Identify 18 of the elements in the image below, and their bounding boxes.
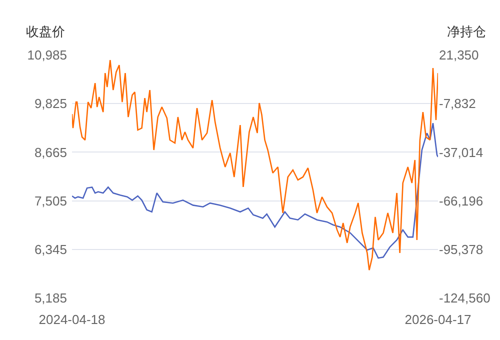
y-tick-label: 7,505 xyxy=(34,193,67,208)
y-tick-label: 8,665 xyxy=(34,144,67,160)
y2-axis-title: 净持仓 xyxy=(447,24,486,39)
y2-tick-label: 21,350 xyxy=(439,48,479,63)
y-tick-label: 5,185 xyxy=(34,290,67,306)
y-axis-title: 收盘价 xyxy=(26,24,65,39)
y-tick-label: 6,345 xyxy=(34,242,67,257)
x-tick-label: 2024-04-18 xyxy=(38,312,106,327)
line-series xyxy=(72,59,438,271)
y2-tick-label: -37,014 xyxy=(439,144,484,160)
y2-tick-label: -7,832 xyxy=(439,96,476,112)
y2-tick-label: -95,378 xyxy=(439,242,484,257)
y2-tick-label: -66,196 xyxy=(439,193,484,208)
line-series xyxy=(72,122,438,259)
x-tick-label: 2026-04-17 xyxy=(404,312,472,327)
y2-tick-label: -124,560 xyxy=(439,290,490,306)
y-tick-label: 10,985 xyxy=(27,48,67,63)
y-tick-label: 9,825 xyxy=(34,96,67,112)
